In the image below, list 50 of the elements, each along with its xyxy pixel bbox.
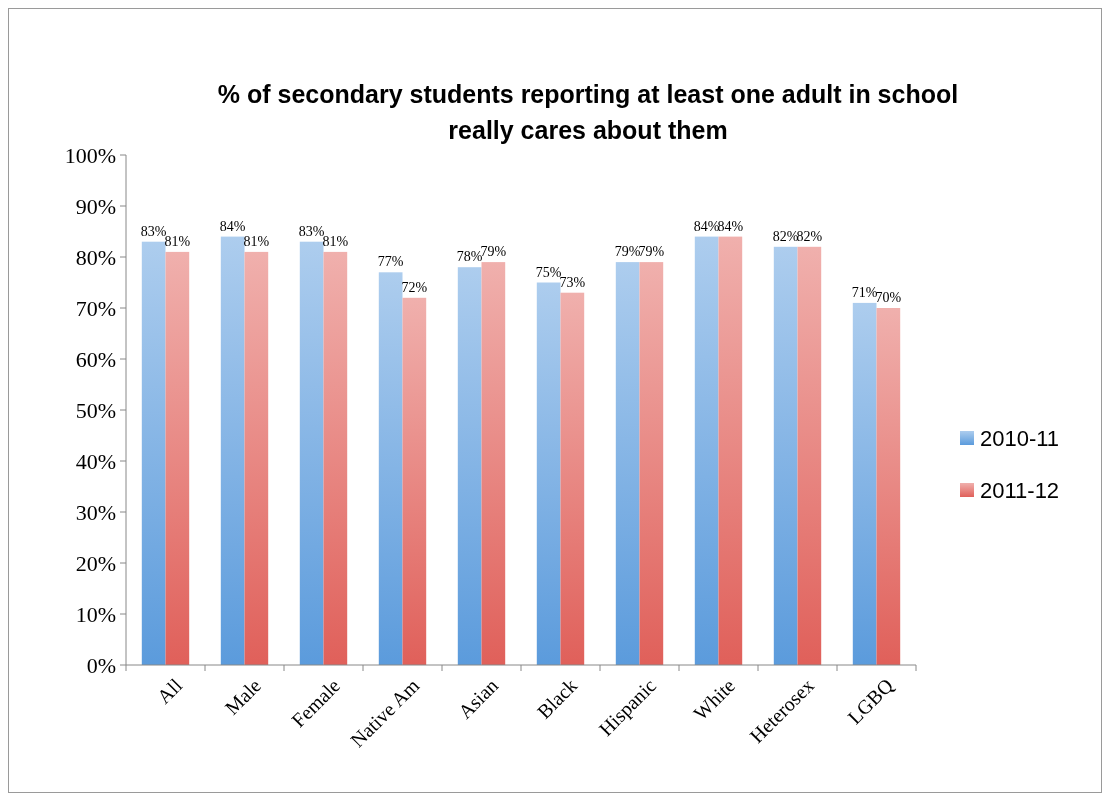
y-tick-label: 70% (75, 295, 116, 321)
y-tick-label: 40% (75, 448, 116, 474)
bar (560, 292, 585, 665)
bar (773, 246, 798, 665)
chart-title: % of secondary students reporting at least one adult in school really cares about them (217, 80, 959, 144)
bar (299, 241, 324, 665)
data-label: 82% (772, 228, 799, 244)
data-label: 78% (456, 249, 483, 265)
bar (876, 308, 901, 665)
bar (244, 251, 269, 665)
bar (220, 236, 245, 665)
data-label: 71% (851, 284, 878, 300)
x-tick-label: All (152, 673, 187, 708)
y-tick-label: 50% (75, 397, 116, 423)
y-tick-label: 60% (75, 346, 116, 372)
bar (639, 262, 664, 665)
data-label: 79% (614, 244, 641, 260)
data-label: 84% (717, 218, 744, 234)
data-label: 84% (693, 218, 720, 234)
bar (323, 251, 348, 665)
data-label: 72% (401, 279, 428, 295)
bar (718, 236, 743, 665)
bar (141, 241, 166, 665)
y-tick-label: 30% (75, 499, 116, 525)
data-label: 82% (796, 228, 823, 244)
bar (457, 267, 482, 665)
bar (694, 236, 719, 665)
bar (797, 246, 822, 665)
legend-label: 2011-12 (980, 477, 1060, 503)
bar (536, 282, 561, 665)
data-label: 81% (243, 233, 270, 249)
data-label: 70% (875, 290, 902, 305)
bar (378, 272, 403, 665)
legend-label: 2010-11 (980, 425, 1060, 451)
y-tick-label: 10% (75, 601, 116, 627)
y-tick-label: 20% (75, 550, 116, 576)
data-label: 75% (535, 264, 562, 280)
bar (165, 251, 190, 665)
data-label: 84% (219, 218, 246, 234)
y-tick-label: 0% (86, 652, 116, 678)
bar (615, 262, 640, 665)
x-tick-label: Male (220, 674, 266, 719)
y-tick-label: 90% (75, 193, 116, 219)
y-tick-label: 80% (75, 244, 116, 270)
data-label: 79% (638, 244, 665, 260)
y-tick-label: 100% (64, 142, 116, 168)
data-label: 77% (377, 254, 404, 270)
bar (402, 297, 427, 665)
bar (852, 302, 877, 665)
bar (481, 262, 506, 665)
